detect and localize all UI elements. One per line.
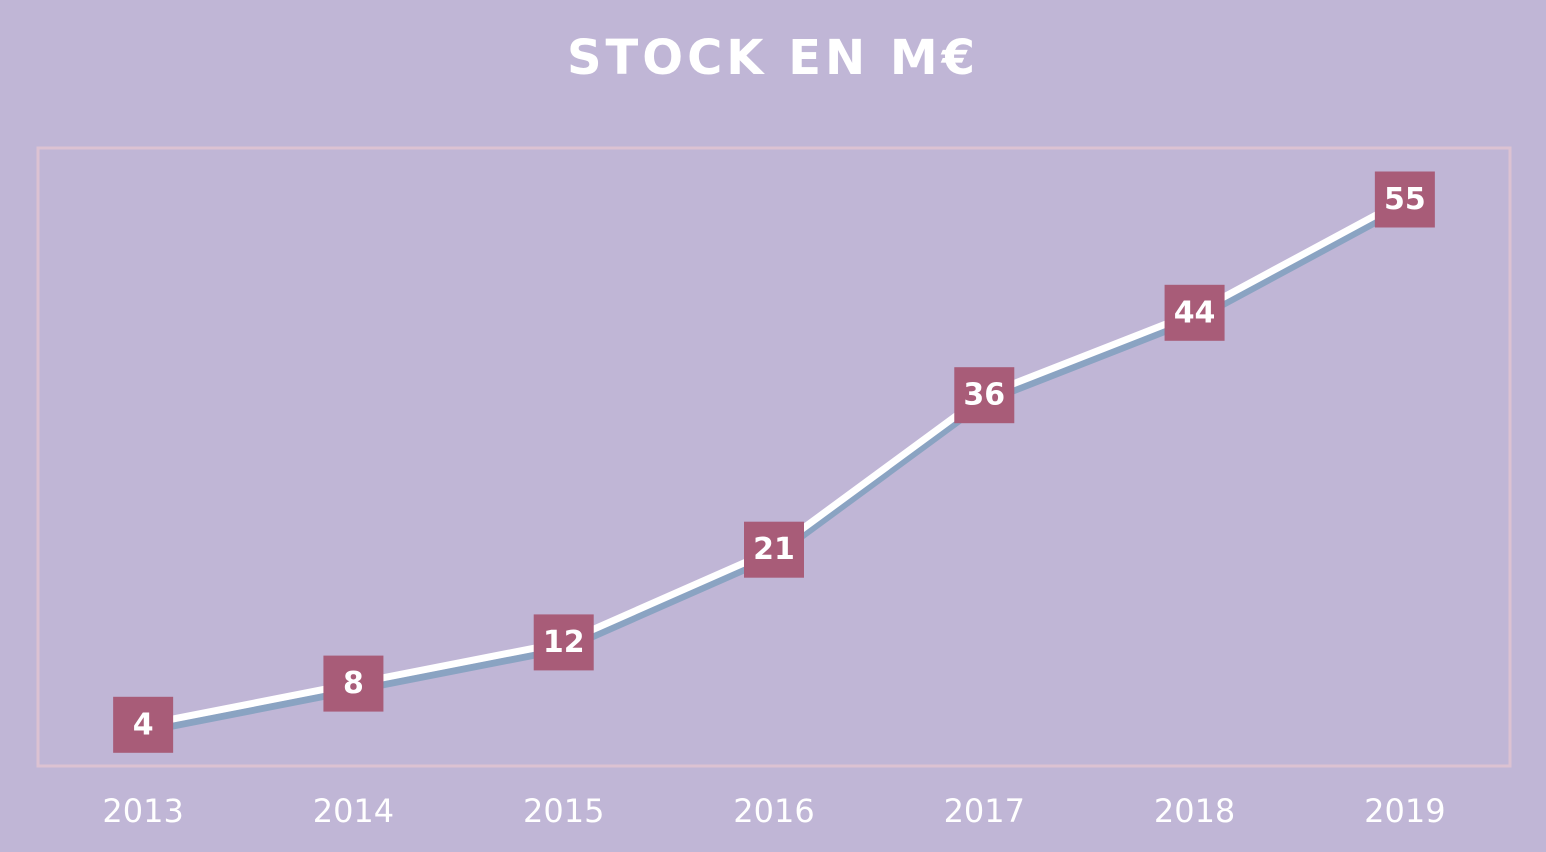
x-tick-label: 2018 [1154, 792, 1235, 830]
data-label: 55 [1384, 182, 1426, 217]
data-point: 44 [1164, 284, 1225, 341]
data-markers: 4 8 12 21 36 44 55 [113, 171, 1435, 753]
x-axis-tick-labels: 2013 2014 2015 2016 2017 2018 2019 [102, 792, 1445, 830]
data-marker [744, 521, 804, 578]
data-point: 36 [954, 367, 1015, 424]
x-tick-label: 2017 [944, 792, 1025, 830]
data-point: 4 [113, 696, 174, 753]
chart-title: STOCK EN M€ [566, 30, 980, 86]
data-marker [954, 367, 1015, 424]
x-tick-label: 2019 [1364, 792, 1445, 830]
plot-area-border [36, 146, 1512, 768]
x-tick-label: 2016 [733, 792, 814, 830]
data-marker [323, 655, 384, 712]
data-marker [1164, 284, 1225, 341]
data-label: 21 [753, 532, 795, 567]
data-marker [533, 614, 594, 671]
data-point: 12 [533, 614, 594, 671]
data-label: 8 [343, 666, 364, 701]
data-marker [1374, 171, 1435, 228]
data-point: 21 [744, 521, 804, 578]
x-tick-label: 2013 [102, 792, 183, 830]
data-point: 8 [323, 655, 384, 712]
data-label: 12 [543, 625, 585, 660]
x-tick-label: 2014 [313, 792, 394, 830]
x-tick-label: 2015 [523, 792, 604, 830]
data-point: 55 [1374, 171, 1435, 228]
data-label: 36 [963, 378, 1005, 413]
data-marker [113, 696, 174, 753]
data-label: 44 [1174, 295, 1216, 330]
data-label: 4 [133, 707, 154, 742]
